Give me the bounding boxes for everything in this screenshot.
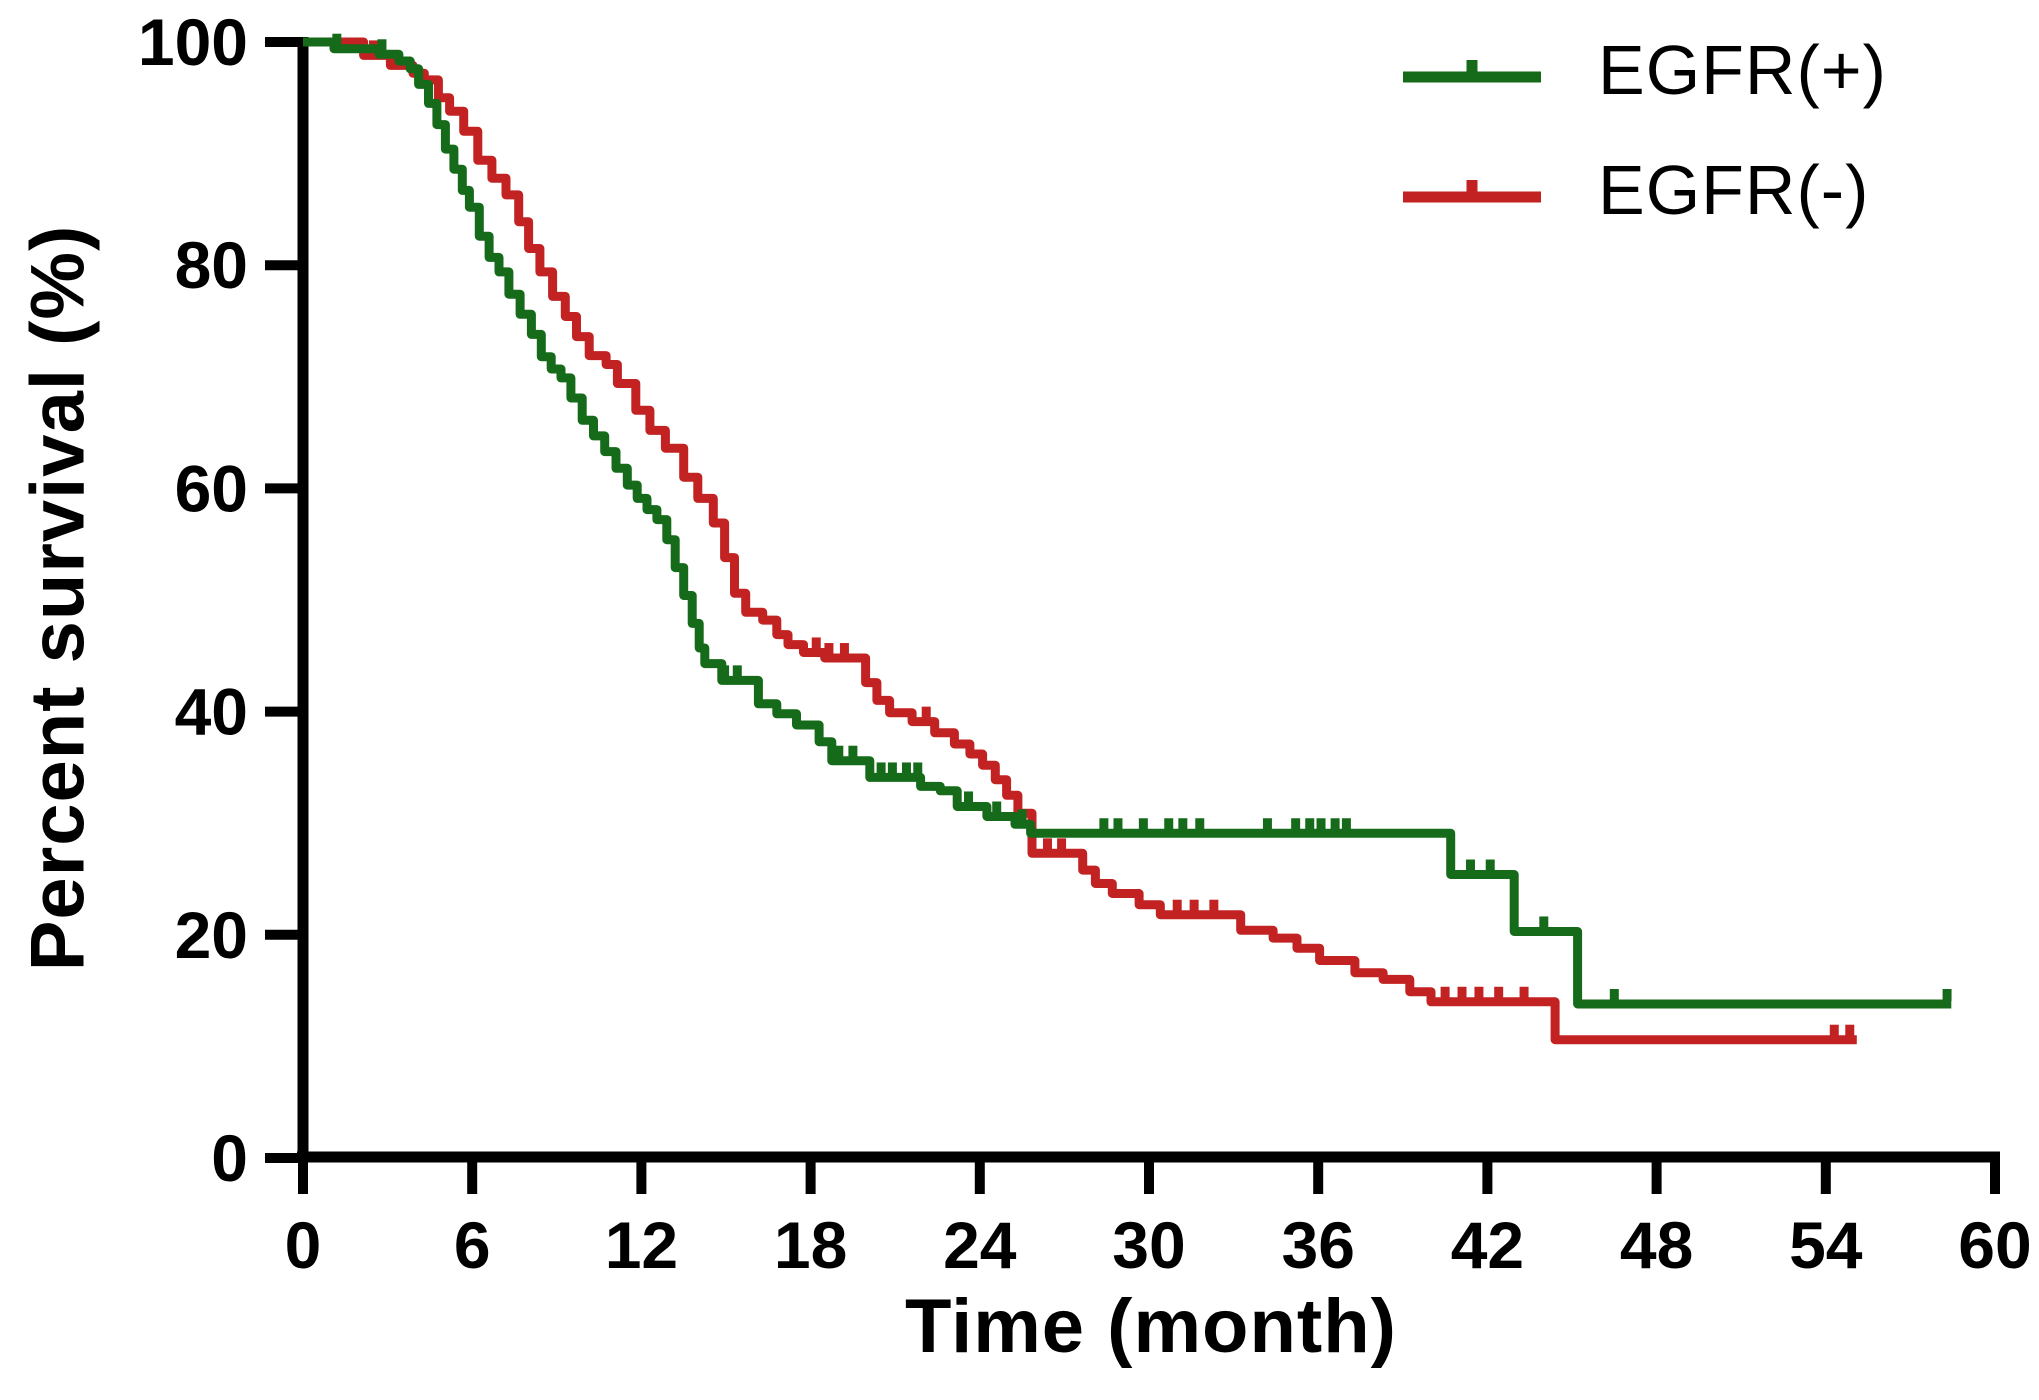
x-tick-label: 18 (774, 1208, 847, 1282)
x-tick-label: 24 (943, 1208, 1017, 1282)
legend-line-egfr-positive-icon (1403, 60, 1541, 83)
x-tick-label: 54 (1789, 1208, 1863, 1282)
survival-curve-EGFR(-) (303, 37, 1857, 1045)
x-tick-label: 42 (1451, 1208, 1524, 1282)
x-tick-label: 36 (1281, 1208, 1354, 1282)
survival-curve-EGFR(+) (303, 37, 1952, 1009)
legend-row-egfr-negative: EGFR(-) (1398, 146, 1887, 234)
x-tick-label: 6 (454, 1208, 491, 1282)
x-tick-label: 48 (1620, 1208, 1693, 1282)
legend-row-egfr-positive: EGFR(+) (1398, 26, 1887, 114)
x-tick-label: 30 (1112, 1208, 1185, 1282)
x-tick-label: 12 (605, 1208, 678, 1282)
y-tick-label: 0 (211, 1121, 248, 1195)
x-tick-label: 0 (285, 1208, 322, 1282)
y-axis-title: Percent survival (%) (15, 224, 101, 972)
legend-label-egfr-positive: EGFR(+) (1598, 31, 1887, 109)
y-tick-label: 40 (175, 675, 248, 749)
x-tick-label: 60 (1958, 1208, 2031, 1282)
y-tick-label: 60 (175, 451, 248, 525)
y-tick-label: 100 (138, 5, 248, 79)
legend: EGFR(+) EGFR(-) (1398, 26, 1887, 234)
y-tick-label: 20 (175, 898, 248, 972)
y-tick-label: 80 (175, 228, 248, 302)
legend-line-egfr-negative-icon (1403, 180, 1541, 203)
x-axis-title: Time (month) (905, 1284, 1397, 1369)
legend-label-egfr-negative: EGFR(-) (1598, 151, 1870, 229)
